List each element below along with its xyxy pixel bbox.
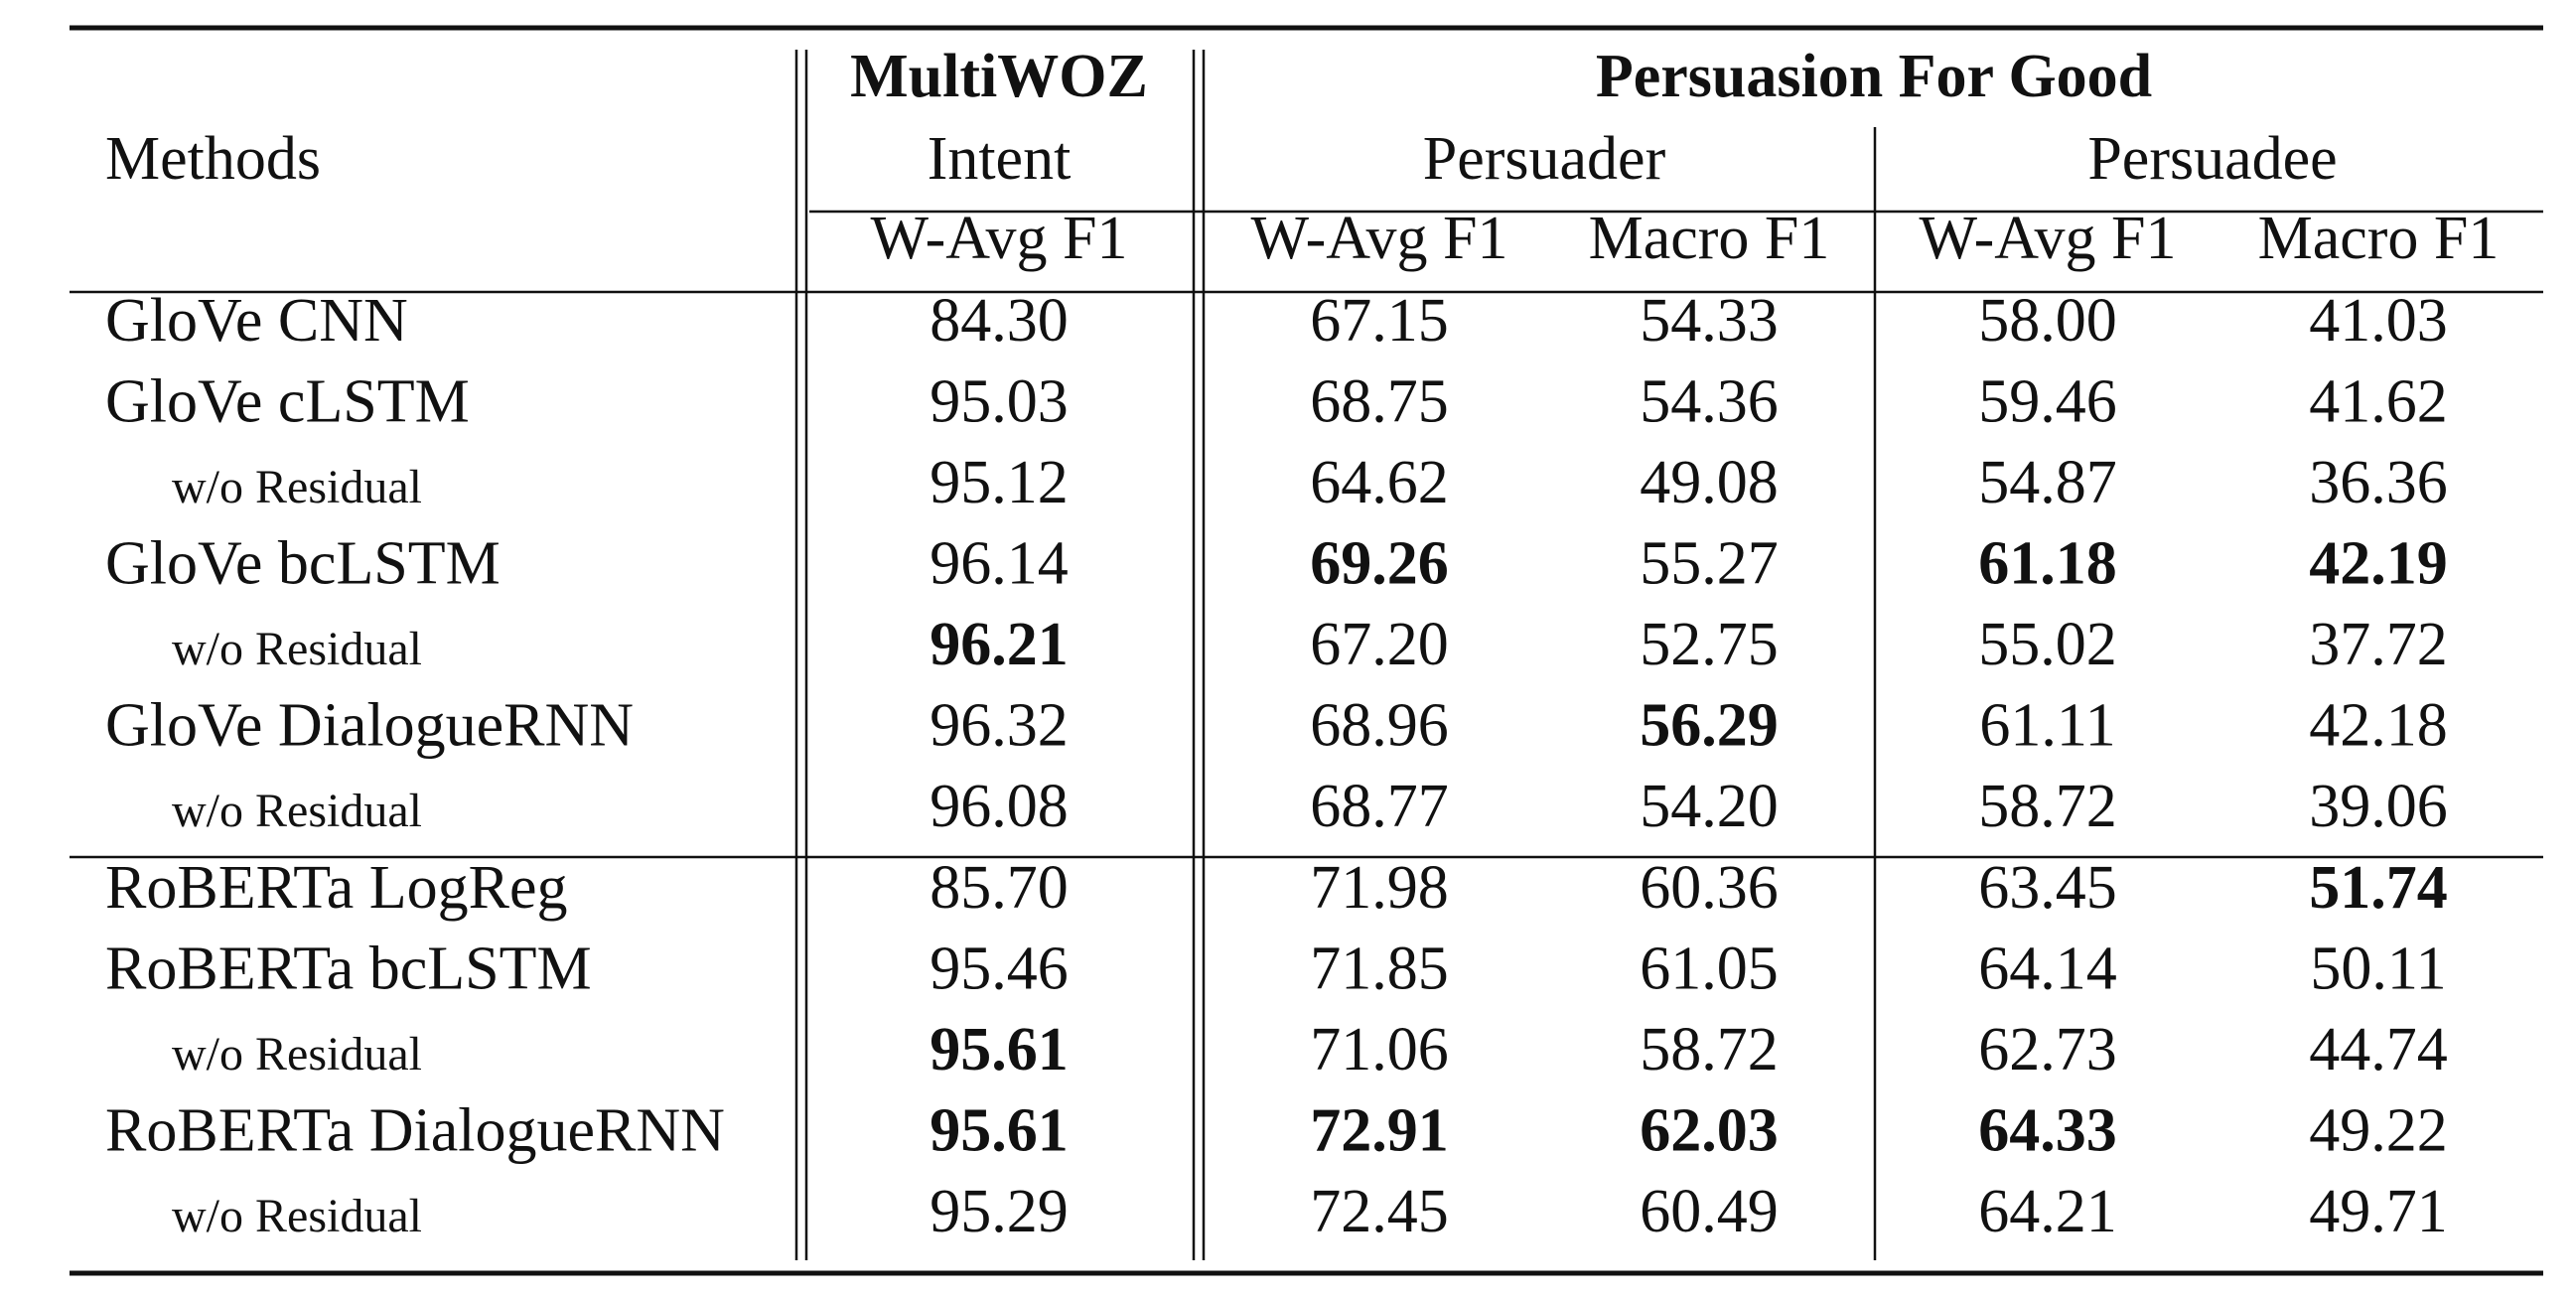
column-header: Macro F1 <box>1589 205 1830 272</box>
score-cell: 72.91 <box>1310 1097 1449 1165</box>
score-cell: 49.08 <box>1640 449 1779 516</box>
score-cell: 67.15 <box>1310 287 1449 355</box>
score-cell: 67.20 <box>1310 611 1449 678</box>
score-cell: 39.06 <box>2309 773 2448 840</box>
score-cell: 64.62 <box>1310 449 1449 516</box>
method-name: w/o Residual <box>172 1190 422 1242</box>
method-name: RoBERTa DialogueRNN <box>105 1097 725 1165</box>
column-header: W-Avg F1 <box>1251 205 1508 272</box>
group-header: MultiWOZ <box>850 43 1148 110</box>
score-cell: 54.36 <box>1640 368 1779 436</box>
score-cell: 95.61 <box>930 1016 1069 1083</box>
column-header: Macro F1 <box>2258 205 2500 272</box>
column-header: W-Avg F1 <box>871 205 1128 272</box>
score-cell: 61.18 <box>1978 530 2117 598</box>
score-cell: 51.74 <box>2309 854 2448 922</box>
score-cell: 96.14 <box>930 530 1069 598</box>
score-cell: 50.11 <box>2310 936 2446 1003</box>
score-cell: 69.26 <box>1310 530 1449 598</box>
score-cell: 41.62 <box>2309 368 2448 436</box>
score-cell: 42.18 <box>2309 692 2448 760</box>
score-cell: 71.85 <box>1310 936 1449 1003</box>
score-cell: 37.72 <box>2309 611 2448 678</box>
score-cell: 58.72 <box>1640 1016 1779 1083</box>
score-cell: 64.21 <box>1978 1178 2117 1245</box>
score-cell: 62.03 <box>1640 1097 1779 1165</box>
subgroup-header: Persuadee <box>2087 125 2337 193</box>
score-cell: 61.05 <box>1640 936 1779 1003</box>
score-cell: 71.98 <box>1310 854 1449 922</box>
score-cell: 68.77 <box>1310 773 1449 840</box>
score-cell: 49.71 <box>2309 1178 2448 1245</box>
score-cell: 61.11 <box>1979 692 2115 760</box>
method-name: w/o Residual <box>172 623 422 675</box>
score-cell: 54.33 <box>1640 287 1779 355</box>
score-cell: 68.96 <box>1310 692 1449 760</box>
method-name: w/o Residual <box>172 785 422 837</box>
method-name: w/o Residual <box>172 1028 422 1081</box>
score-cell: 95.61 <box>930 1097 1069 1165</box>
score-cell: 60.36 <box>1640 854 1779 922</box>
score-cell: 95.29 <box>930 1178 1069 1245</box>
method-name: w/o Residual <box>172 461 422 513</box>
method-name: RoBERTa bcLSTM <box>105 936 592 1003</box>
score-cell: 85.70 <box>930 854 1069 922</box>
method-name: GloVe CNN <box>105 287 408 355</box>
subgroup-header: Intent <box>928 125 1072 193</box>
score-cell: 44.74 <box>2309 1016 2448 1083</box>
score-cell: 72.45 <box>1310 1178 1449 1245</box>
method-name: GloVe DialogueRNN <box>105 692 634 760</box>
score-cell: 96.21 <box>930 611 1069 678</box>
score-cell: 84.30 <box>930 287 1069 355</box>
score-cell: 36.36 <box>2309 449 2448 516</box>
group-header: Persuasion For Good <box>1596 43 2152 110</box>
score-cell: 59.46 <box>1978 368 2117 436</box>
score-cell: 42.19 <box>2309 530 2448 598</box>
methods-header: Methods <box>105 125 321 193</box>
score-cell: 64.14 <box>1978 936 2117 1003</box>
score-cell: 52.75 <box>1640 611 1779 678</box>
score-cell: 62.73 <box>1978 1016 2117 1083</box>
score-cell: 64.33 <box>1978 1097 2117 1165</box>
score-cell: 58.72 <box>1978 773 2117 840</box>
score-cell: 71.06 <box>1310 1016 1449 1083</box>
method-name: GloVe bcLSTM <box>105 530 501 598</box>
score-cell: 56.29 <box>1640 692 1779 760</box>
score-cell: 95.46 <box>930 936 1069 1003</box>
subgroup-header: Persuader <box>1423 125 1666 193</box>
score-cell: 58.00 <box>1978 287 2117 355</box>
score-cell: 49.22 <box>2309 1097 2448 1165</box>
method-name: RoBERTa LogReg <box>105 854 568 922</box>
score-cell: 63.45 <box>1978 854 2117 922</box>
score-cell: 41.03 <box>2309 287 2448 355</box>
score-cell: 54.87 <box>1978 449 2117 516</box>
score-cell: 96.32 <box>930 692 1069 760</box>
score-cell: 95.03 <box>930 368 1069 436</box>
method-name: GloVe cLSTM <box>105 368 470 436</box>
score-cell: 68.75 <box>1310 368 1449 436</box>
score-cell: 96.08 <box>930 773 1069 840</box>
score-cell: 54.20 <box>1640 773 1779 840</box>
column-header: W-Avg F1 <box>1920 205 2177 272</box>
score-cell: 60.49 <box>1640 1178 1779 1245</box>
score-cell: 55.02 <box>1978 611 2117 678</box>
score-cell: 55.27 <box>1640 530 1779 598</box>
score-cell: 95.12 <box>930 449 1069 516</box>
